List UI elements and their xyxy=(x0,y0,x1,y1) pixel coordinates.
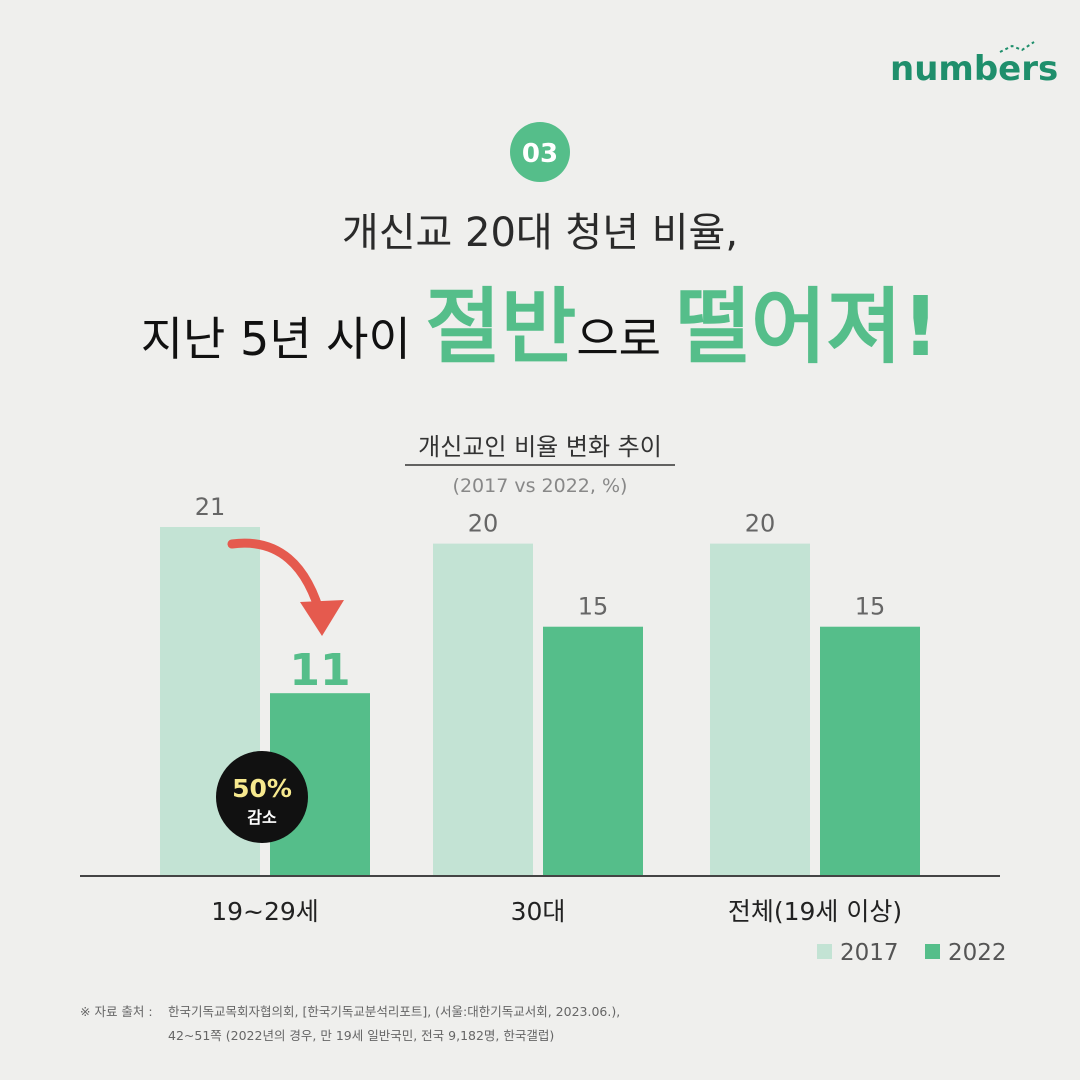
badge-number: 03 xyxy=(522,139,558,169)
legend-label: 2017 xyxy=(840,940,899,966)
data-label: 15 xyxy=(578,593,609,621)
source-line: 42~51쪽 (2022년의 경우, 만 19세 일반국민, 전국 9,182명… xyxy=(168,1028,554,1043)
headline-emphasis: 절반 xyxy=(425,280,576,375)
headline-line2: 지난 5년 사이 절반으로 떨어져! xyxy=(141,280,940,375)
legend-label: 2022 xyxy=(948,940,1007,966)
badge xyxy=(510,122,570,182)
headline-part: 지난 5년 사이 xyxy=(141,312,426,366)
x-tick-label: 전체(19세 이상) xyxy=(728,897,902,926)
headline-line1: 개신교 20대 청년 비율, xyxy=(342,210,738,256)
logo-mark xyxy=(999,41,1035,53)
headline-part: 으로 xyxy=(576,312,675,366)
x-tick-label: 19~29세 xyxy=(211,897,319,926)
headline-emphasis: 떨어져! xyxy=(676,280,940,375)
source-line: 한국기독교목회자협의회, [한국기독교분석리포트], (서울:대한기독교서회, … xyxy=(168,1004,620,1019)
legend-swatch xyxy=(925,944,940,959)
bar xyxy=(433,543,533,876)
annotation-text: 50% xyxy=(232,774,292,803)
x-tick-label: 30대 xyxy=(511,897,566,926)
data-label: 11 xyxy=(289,645,350,696)
annotation-subtext: 감소 xyxy=(247,808,277,827)
data-label: 21 xyxy=(195,493,226,521)
bar xyxy=(543,626,643,876)
data-label: 15 xyxy=(855,593,886,621)
brand-logo: numbers xyxy=(890,49,1058,89)
annotation-circle xyxy=(216,751,308,843)
data-label: 20 xyxy=(468,510,499,538)
data-label: 20 xyxy=(745,510,776,538)
chart-title: 개신교인 비율 변화 추이 xyxy=(418,433,662,461)
bar xyxy=(820,626,920,876)
bar xyxy=(710,543,810,876)
chart-subtitle: (2017 vs 2022, %) xyxy=(453,475,628,497)
legend-swatch xyxy=(817,944,832,959)
source-label: ※ 자료 출처 : xyxy=(80,1004,153,1019)
arrow-head xyxy=(300,600,344,636)
